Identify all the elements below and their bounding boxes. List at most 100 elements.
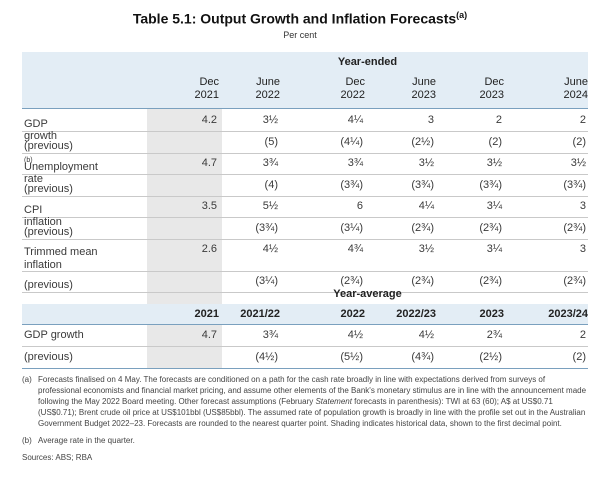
cell-value: 3½ <box>418 243 434 255</box>
cell-value: 4½ <box>262 243 278 255</box>
cell-value: 3¾ <box>262 157 278 169</box>
cell-value: 3½ <box>570 157 586 169</box>
column-header-year: 2021/22 <box>240 308 280 320</box>
table-row: (previous) (3¼) (2¾) (2¾) (2¾) (2¾) <box>22 271 588 293</box>
cell-value: 3 <box>579 200 586 212</box>
historical-shading <box>147 109 222 336</box>
cell-value: 3 <box>427 114 434 126</box>
cell-value: 2 <box>495 114 502 126</box>
cell-value: (3¾) <box>255 221 278 234</box>
cell-value: 2 <box>579 114 586 126</box>
cell-value: (2½) <box>411 135 434 148</box>
year-average-label: Year-average <box>333 288 402 300</box>
title-text: Table 5.1: Output Growth and Inflation F… <box>132 10 457 27</box>
table-row: (previous) (4½) (5½) (4¾) (2½) (2) <box>22 347 588 369</box>
header-month: Dec <box>345 76 365 88</box>
header-year: 2022 <box>340 89 365 101</box>
cell-value: (3¼) <box>255 275 278 287</box>
cell-value: 4.7 <box>201 157 217 169</box>
cell-value: 4½ <box>418 329 434 341</box>
cell-value: 4¼ <box>418 200 434 212</box>
cell-value: 4½ <box>347 329 363 341</box>
cell-value: 4¼ <box>347 114 363 126</box>
row-label: (previous) <box>24 351 73 363</box>
footnote-a: (a) Forecasts finalised on 4 May. The for… <box>22 375 587 428</box>
cell-value: 3¾ <box>262 329 278 341</box>
header-year: 2023 <box>411 89 436 101</box>
table-row: CPI inflation 3.5 5½ 6 4¼ 3¼ 3 <box>22 196 588 228</box>
column-header-year: 2023/24 <box>548 308 588 320</box>
historical-shading-avg <box>147 325 222 369</box>
cell-value: (3¾) <box>340 178 363 191</box>
column-header-year: 2023 <box>479 308 504 320</box>
cell-value: 4¾ <box>347 243 363 255</box>
cell-value: (5) <box>264 135 278 148</box>
table-row: Trimmed mean inflation 2.6 4½ 4¾ 3½ 3¼ 3 <box>22 239 588 272</box>
column-header: Dec 2023 <box>444 76 504 102</box>
cell-value: 2 <box>579 329 586 341</box>
header-month: Dec <box>484 76 504 88</box>
cell-value: (3¾) <box>411 178 434 191</box>
cell-value: 3¼ <box>486 243 502 255</box>
header-year: 2024 <box>563 89 588 101</box>
column-header: Dec 2021 <box>159 76 219 102</box>
column-header-year: 2022 <box>340 308 365 320</box>
cell-value: 2.6 <box>201 243 217 255</box>
cell-value: (3¼) <box>340 221 363 234</box>
year-ended-label: Year-ended <box>337 56 398 68</box>
cell-value: 3.5 <box>201 200 217 212</box>
cell-value: 3¾ <box>347 157 363 169</box>
table-row: Unemployment rate (b) 4.7 3¾ 3¾ 3½ 3½ 3½ <box>22 153 588 185</box>
header-month: Dec <box>199 76 219 88</box>
footnote-b: (b) Average rate in the quarter. <box>22 436 135 445</box>
year-average-header-band <box>22 304 588 325</box>
table-row: GDP growth 4.2 3½ 4¼ 3 2 2 <box>22 110 588 142</box>
column-header: June 2022 <box>220 76 280 102</box>
cell-value: 3½ <box>418 157 434 169</box>
cell-value: (2¾) <box>411 221 434 234</box>
cell-value: 5½ <box>262 200 278 212</box>
column-header: Dec 2022 <box>305 76 365 102</box>
column-header: June 2024 <box>528 76 588 102</box>
cell-value: (4) <box>264 178 278 191</box>
header-month: June <box>564 76 588 88</box>
cell-value: 3½ <box>486 157 502 169</box>
table-row: (previous) (5) (4¼) (2½) (2) (2) <box>22 132 588 154</box>
table-row: (previous) (4) (3¾) (3¾) (3¾) (3¾) <box>22 175 588 197</box>
cell-value: 3½ <box>262 114 278 126</box>
cell-value: (5½) <box>340 351 363 363</box>
row-label: Unemployment rate (b) <box>24 157 98 185</box>
cell-value: (3¾) <box>479 178 502 191</box>
table-row: GDP growth 4.7 3¾ 4½ 4½ 2¾ 2 <box>22 325 588 347</box>
cell-value: 4.2 <box>201 114 217 126</box>
cell-value: (4½) <box>255 351 278 363</box>
units-subtitle: Per cent <box>283 30 317 40</box>
column-header: June 2023 <box>376 76 436 102</box>
cell-value: (2¾) <box>563 275 586 287</box>
cell-value: 3 <box>579 243 586 255</box>
header-month: June <box>256 76 280 88</box>
cell-value: 3¼ <box>486 200 502 212</box>
cell-value: (4¾) <box>411 351 434 363</box>
cell-value: (2¾) <box>479 275 502 287</box>
cell-value: (2¾) <box>411 275 434 287</box>
column-header-year: 2021 <box>194 308 219 320</box>
cell-value: 4.7 <box>201 329 217 341</box>
cell-value: (2) <box>572 351 586 363</box>
header-month: June <box>412 76 436 88</box>
header-year: 2021 <box>194 89 219 101</box>
cell-value: 2¾ <box>486 329 502 341</box>
header-year: 2023 <box>479 89 504 101</box>
title-footnote-marker: (a) <box>456 10 468 20</box>
year-ended-header-band <box>22 52 588 109</box>
table-row: (previous) (3¾) (3¼) (2¾) (2¾) (2¾) <box>22 218 588 240</box>
cell-value: (4¼) <box>340 135 363 148</box>
cell-value: (2½) <box>479 351 502 363</box>
column-header-year: 2022/23 <box>396 308 436 320</box>
footnotes: (a) Forecasts finalised on 4 May. The for… <box>22 374 588 463</box>
cell-value: (2) <box>488 135 502 148</box>
row-label: GDP growth <box>24 329 84 341</box>
cell-value: (2¾) <box>479 221 502 234</box>
cell-value: (2) <box>572 135 586 148</box>
cell-value: (2¾) <box>340 275 363 287</box>
